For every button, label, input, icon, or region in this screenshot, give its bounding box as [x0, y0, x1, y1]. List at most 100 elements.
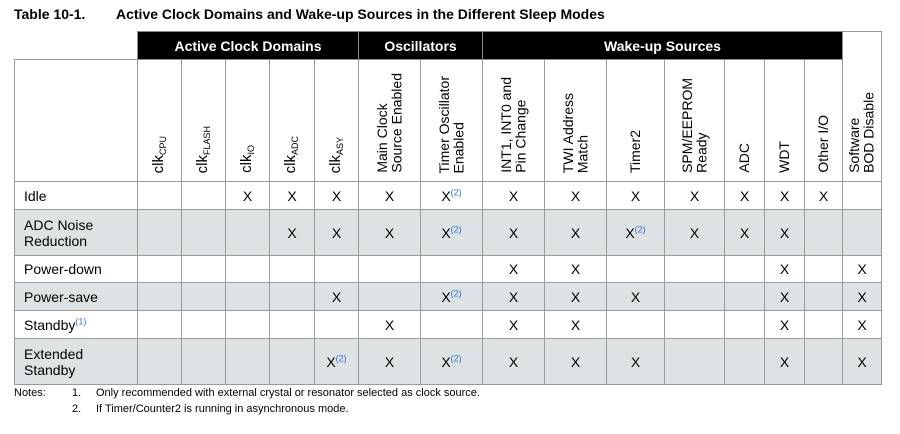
cell-clk-asy [314, 310, 359, 339]
column-header-wdt: WDT [764, 59, 805, 182]
note-text: If Timer/Counter2 is running in asynchro… [96, 403, 349, 415]
column-header-clk-io: clkIO [225, 59, 270, 182]
cell-spm-eeprom: X [664, 209, 725, 256]
column-header-other-io: Other I/O [804, 59, 843, 182]
cell-clk-asy: X(2) [314, 338, 359, 385]
column-header-clk-asy: clkASY [314, 59, 359, 182]
group-header-bod-spacer [842, 31, 882, 60]
cell-main-clock: X [358, 209, 421, 256]
cell-bod-disable: X [842, 338, 882, 385]
cell-timer-oscillator: X(2) [420, 338, 483, 385]
notes-label: Notes: [14, 387, 46, 399]
cell-clk-flash [181, 282, 226, 311]
note-text: Only recommended with external crystal o… [96, 387, 480, 399]
cell-twi-address: X [544, 310, 607, 339]
cell-twi-address: X [544, 181, 607, 210]
cell-timer2: X [606, 338, 665, 385]
cell-main-clock: X [358, 310, 421, 339]
table-row: Standby(1) X X X X X [14, 310, 882, 339]
cell-clk-flash [181, 338, 226, 385]
cell-timer2 [606, 310, 665, 339]
footnote-ref: (2) [450, 223, 462, 234]
cell-clk-cpu [137, 181, 182, 210]
cell-timer-oscillator [420, 310, 483, 339]
cell-adc [724, 255, 765, 283]
cell-wdt: X [764, 181, 805, 210]
cell-other-io [804, 209, 843, 256]
cell-int-pin-change: X [482, 282, 545, 311]
cell-bod-disable: X [842, 310, 882, 339]
cell-other-io [804, 255, 843, 283]
row-mode-name: Idle [14, 181, 138, 210]
cell-adc: X [724, 181, 765, 210]
column-header-timer-oscillator: Timer Oscillator Enabled [420, 59, 483, 182]
cell-spm-eeprom [664, 338, 725, 385]
cell-int-pin-change: X [482, 310, 545, 339]
cell-spm-eeprom [664, 310, 725, 339]
cell-other-io [804, 282, 843, 311]
cell-bod-disable [842, 209, 882, 256]
cell-clk-flash [181, 209, 226, 256]
cell-int-pin-change: X [482, 181, 545, 210]
cell-clk-cpu [137, 282, 182, 311]
cell-clk-asy [314, 255, 359, 283]
cell-clk-adc [269, 310, 315, 339]
column-header-main-clock: Main Clock Source Enabled [358, 59, 421, 182]
cell-wdt: X [764, 209, 805, 256]
column-header-row: clkCPU clkFLASH clkIO clkADC clkASY Main… [14, 59, 882, 182]
cell-adc [724, 310, 765, 339]
cell-clk-asy: X [314, 282, 359, 311]
column-header-spm-eeprom: SPM/EEPROM Ready [664, 59, 725, 182]
cell-clk-flash [181, 181, 226, 210]
column-header-clk-cpu: clkCPU [137, 59, 182, 182]
cell-main-clock [358, 282, 421, 311]
group-active-clock-domains: Active Clock Domains [137, 31, 359, 60]
cell-spm-eeprom: X [664, 181, 725, 210]
cell-twi-address: X [544, 282, 607, 311]
cell-timer-oscillator: X(2) [420, 209, 483, 256]
cell-clk-io [225, 282, 270, 311]
note-number: 2. [72, 403, 82, 415]
cell-twi-address: X [544, 255, 607, 283]
group-header-row: Active Clock Domains Oscillators Wake-up… [14, 31, 882, 60]
cell-clk-cpu [137, 310, 182, 339]
cell-clk-io [225, 338, 270, 385]
cell-other-io [804, 310, 843, 339]
cell-timer2: X(2) [606, 209, 665, 256]
cell-timer-oscillator: X(2) [420, 282, 483, 311]
cell-main-clock: X [358, 181, 421, 210]
table-row: ADC Noise Reduction X X X X(2) X X X(2) X X X [14, 209, 882, 256]
cell-clk-flash [181, 255, 226, 283]
cell-clk-adc [269, 282, 315, 311]
footnote-ref: (2) [450, 287, 462, 298]
table-caption: Table 10-1. Active Clock Domains and Wake… [14, 6, 605, 22]
row-mode-name: Extended Standby [14, 338, 138, 385]
group-wake-up-sources: Wake-up Sources [482, 31, 843, 60]
cell-bod-disable: X [842, 255, 882, 283]
cell-adc [724, 338, 765, 385]
cell-bod-disable: X [842, 282, 882, 311]
cell-twi-address: X [544, 338, 607, 385]
cell-main-clock [358, 255, 421, 283]
cell-main-clock: X [358, 338, 421, 385]
table-row: Idle X X X X X(2) X X X X X X X [14, 181, 882, 210]
cell-wdt: X [764, 338, 805, 385]
cell-twi-address: X [544, 209, 607, 256]
table-number: Table 10-1. [14, 6, 86, 22]
note-number: 1. [72, 387, 82, 399]
cell-clk-adc [269, 338, 315, 385]
cell-clk-asy: X [314, 209, 359, 256]
cell-timer2: X [606, 282, 665, 311]
column-header-twi-address: TWI Address Match [544, 59, 607, 182]
row-mode-name: Standby(1) [14, 310, 138, 339]
cell-clk-adc: X [269, 181, 315, 210]
cell-spm-eeprom [664, 255, 725, 283]
cell-spm-eeprom [664, 282, 725, 311]
cell-clk-cpu [137, 209, 182, 256]
cell-clk-adc: X [269, 209, 315, 256]
cell-wdt: X [764, 310, 805, 339]
cell-adc: X [724, 209, 765, 256]
column-header-timer2: Timer2 [606, 59, 665, 182]
table-title: Active Clock Domains and Wake-up Sources… [116, 6, 605, 22]
cell-clk-io [225, 310, 270, 339]
